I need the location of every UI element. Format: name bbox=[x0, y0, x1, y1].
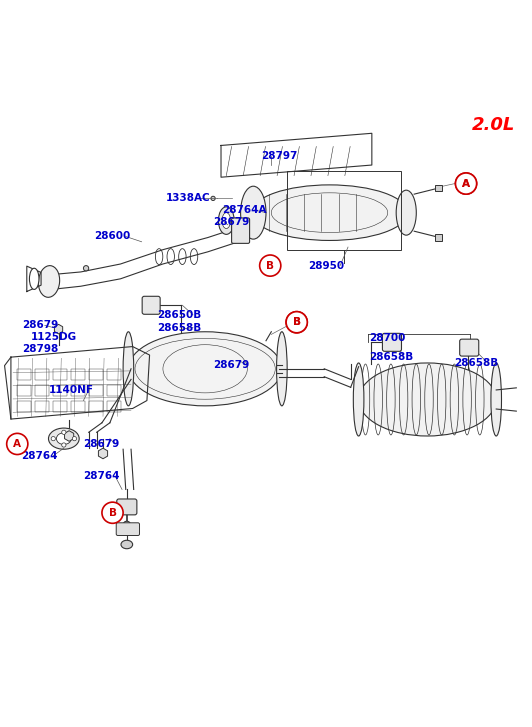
Text: 28764: 28764 bbox=[21, 451, 58, 461]
Ellipse shape bbox=[128, 332, 282, 406]
Ellipse shape bbox=[491, 363, 502, 436]
Text: 28658B: 28658B bbox=[454, 358, 498, 369]
Ellipse shape bbox=[277, 332, 287, 406]
FancyBboxPatch shape bbox=[460, 340, 479, 356]
Text: 28798: 28798 bbox=[22, 344, 59, 354]
Circle shape bbox=[62, 430, 66, 435]
Text: 28764A: 28764A bbox=[222, 205, 267, 215]
Text: A: A bbox=[462, 179, 470, 188]
Bar bbox=[287, 172, 401, 249]
Ellipse shape bbox=[240, 186, 266, 239]
Bar bbox=[53, 385, 67, 396]
Text: B: B bbox=[293, 317, 301, 327]
Ellipse shape bbox=[396, 190, 417, 235]
Text: 1140NF: 1140NF bbox=[49, 385, 94, 395]
Text: B: B bbox=[266, 260, 274, 270]
Polygon shape bbox=[54, 324, 63, 334]
FancyBboxPatch shape bbox=[116, 523, 139, 536]
Circle shape bbox=[62, 443, 66, 447]
Bar bbox=[71, 385, 85, 396]
Bar bbox=[35, 401, 49, 412]
Bar bbox=[107, 385, 121, 396]
Circle shape bbox=[72, 436, 77, 441]
Ellipse shape bbox=[252, 185, 408, 241]
Bar bbox=[89, 369, 103, 380]
Text: 28679: 28679 bbox=[84, 439, 120, 449]
Bar bbox=[89, 401, 103, 412]
Circle shape bbox=[455, 173, 477, 194]
Ellipse shape bbox=[211, 196, 215, 201]
Bar bbox=[89, 385, 103, 396]
Bar bbox=[107, 369, 121, 380]
Text: 28679: 28679 bbox=[22, 321, 59, 330]
Text: 28700: 28700 bbox=[369, 333, 405, 343]
Text: 28650B: 28650B bbox=[157, 310, 202, 320]
Polygon shape bbox=[64, 430, 74, 441]
Text: 28797: 28797 bbox=[261, 150, 297, 161]
Ellipse shape bbox=[353, 363, 364, 436]
Bar bbox=[35, 385, 49, 396]
Bar bbox=[53, 369, 67, 380]
FancyBboxPatch shape bbox=[383, 334, 402, 351]
Bar bbox=[71, 401, 85, 412]
Ellipse shape bbox=[123, 521, 130, 529]
Ellipse shape bbox=[123, 332, 134, 406]
Text: B: B bbox=[293, 317, 301, 327]
Ellipse shape bbox=[84, 265, 89, 271]
FancyBboxPatch shape bbox=[231, 218, 250, 244]
Circle shape bbox=[286, 312, 307, 333]
Text: A: A bbox=[13, 439, 21, 449]
Ellipse shape bbox=[29, 268, 39, 289]
Bar bbox=[35, 369, 49, 380]
Ellipse shape bbox=[48, 428, 79, 449]
Text: 28679: 28679 bbox=[213, 360, 250, 369]
Text: 1125DG: 1125DG bbox=[30, 332, 77, 342]
Circle shape bbox=[51, 436, 55, 441]
Circle shape bbox=[455, 173, 477, 194]
Bar bbox=[435, 234, 442, 241]
Text: 2.0L: 2.0L bbox=[471, 116, 515, 134]
Text: B: B bbox=[109, 507, 117, 518]
Bar bbox=[17, 385, 31, 396]
Text: 28950: 28950 bbox=[309, 260, 344, 270]
Bar bbox=[53, 401, 67, 412]
Bar bbox=[71, 369, 85, 380]
Ellipse shape bbox=[359, 363, 496, 436]
Circle shape bbox=[102, 502, 123, 523]
Circle shape bbox=[7, 433, 28, 454]
Bar bbox=[435, 185, 442, 191]
Text: 28658B: 28658B bbox=[157, 323, 202, 332]
Text: A: A bbox=[462, 179, 470, 188]
Ellipse shape bbox=[218, 207, 234, 234]
FancyBboxPatch shape bbox=[117, 499, 137, 515]
Polygon shape bbox=[98, 448, 107, 459]
Bar bbox=[17, 369, 31, 380]
Ellipse shape bbox=[121, 540, 132, 549]
Ellipse shape bbox=[38, 265, 60, 297]
Ellipse shape bbox=[222, 213, 230, 228]
Text: 28658B: 28658B bbox=[369, 352, 413, 361]
Bar bbox=[17, 401, 31, 412]
Circle shape bbox=[260, 255, 281, 276]
Bar bbox=[107, 401, 121, 412]
Text: 28764: 28764 bbox=[84, 471, 120, 481]
Text: 28679: 28679 bbox=[213, 217, 250, 227]
FancyBboxPatch shape bbox=[142, 297, 160, 314]
Ellipse shape bbox=[56, 433, 71, 444]
Text: 28600: 28600 bbox=[94, 231, 130, 241]
Text: 1338AC: 1338AC bbox=[165, 193, 210, 204]
Circle shape bbox=[286, 312, 307, 333]
